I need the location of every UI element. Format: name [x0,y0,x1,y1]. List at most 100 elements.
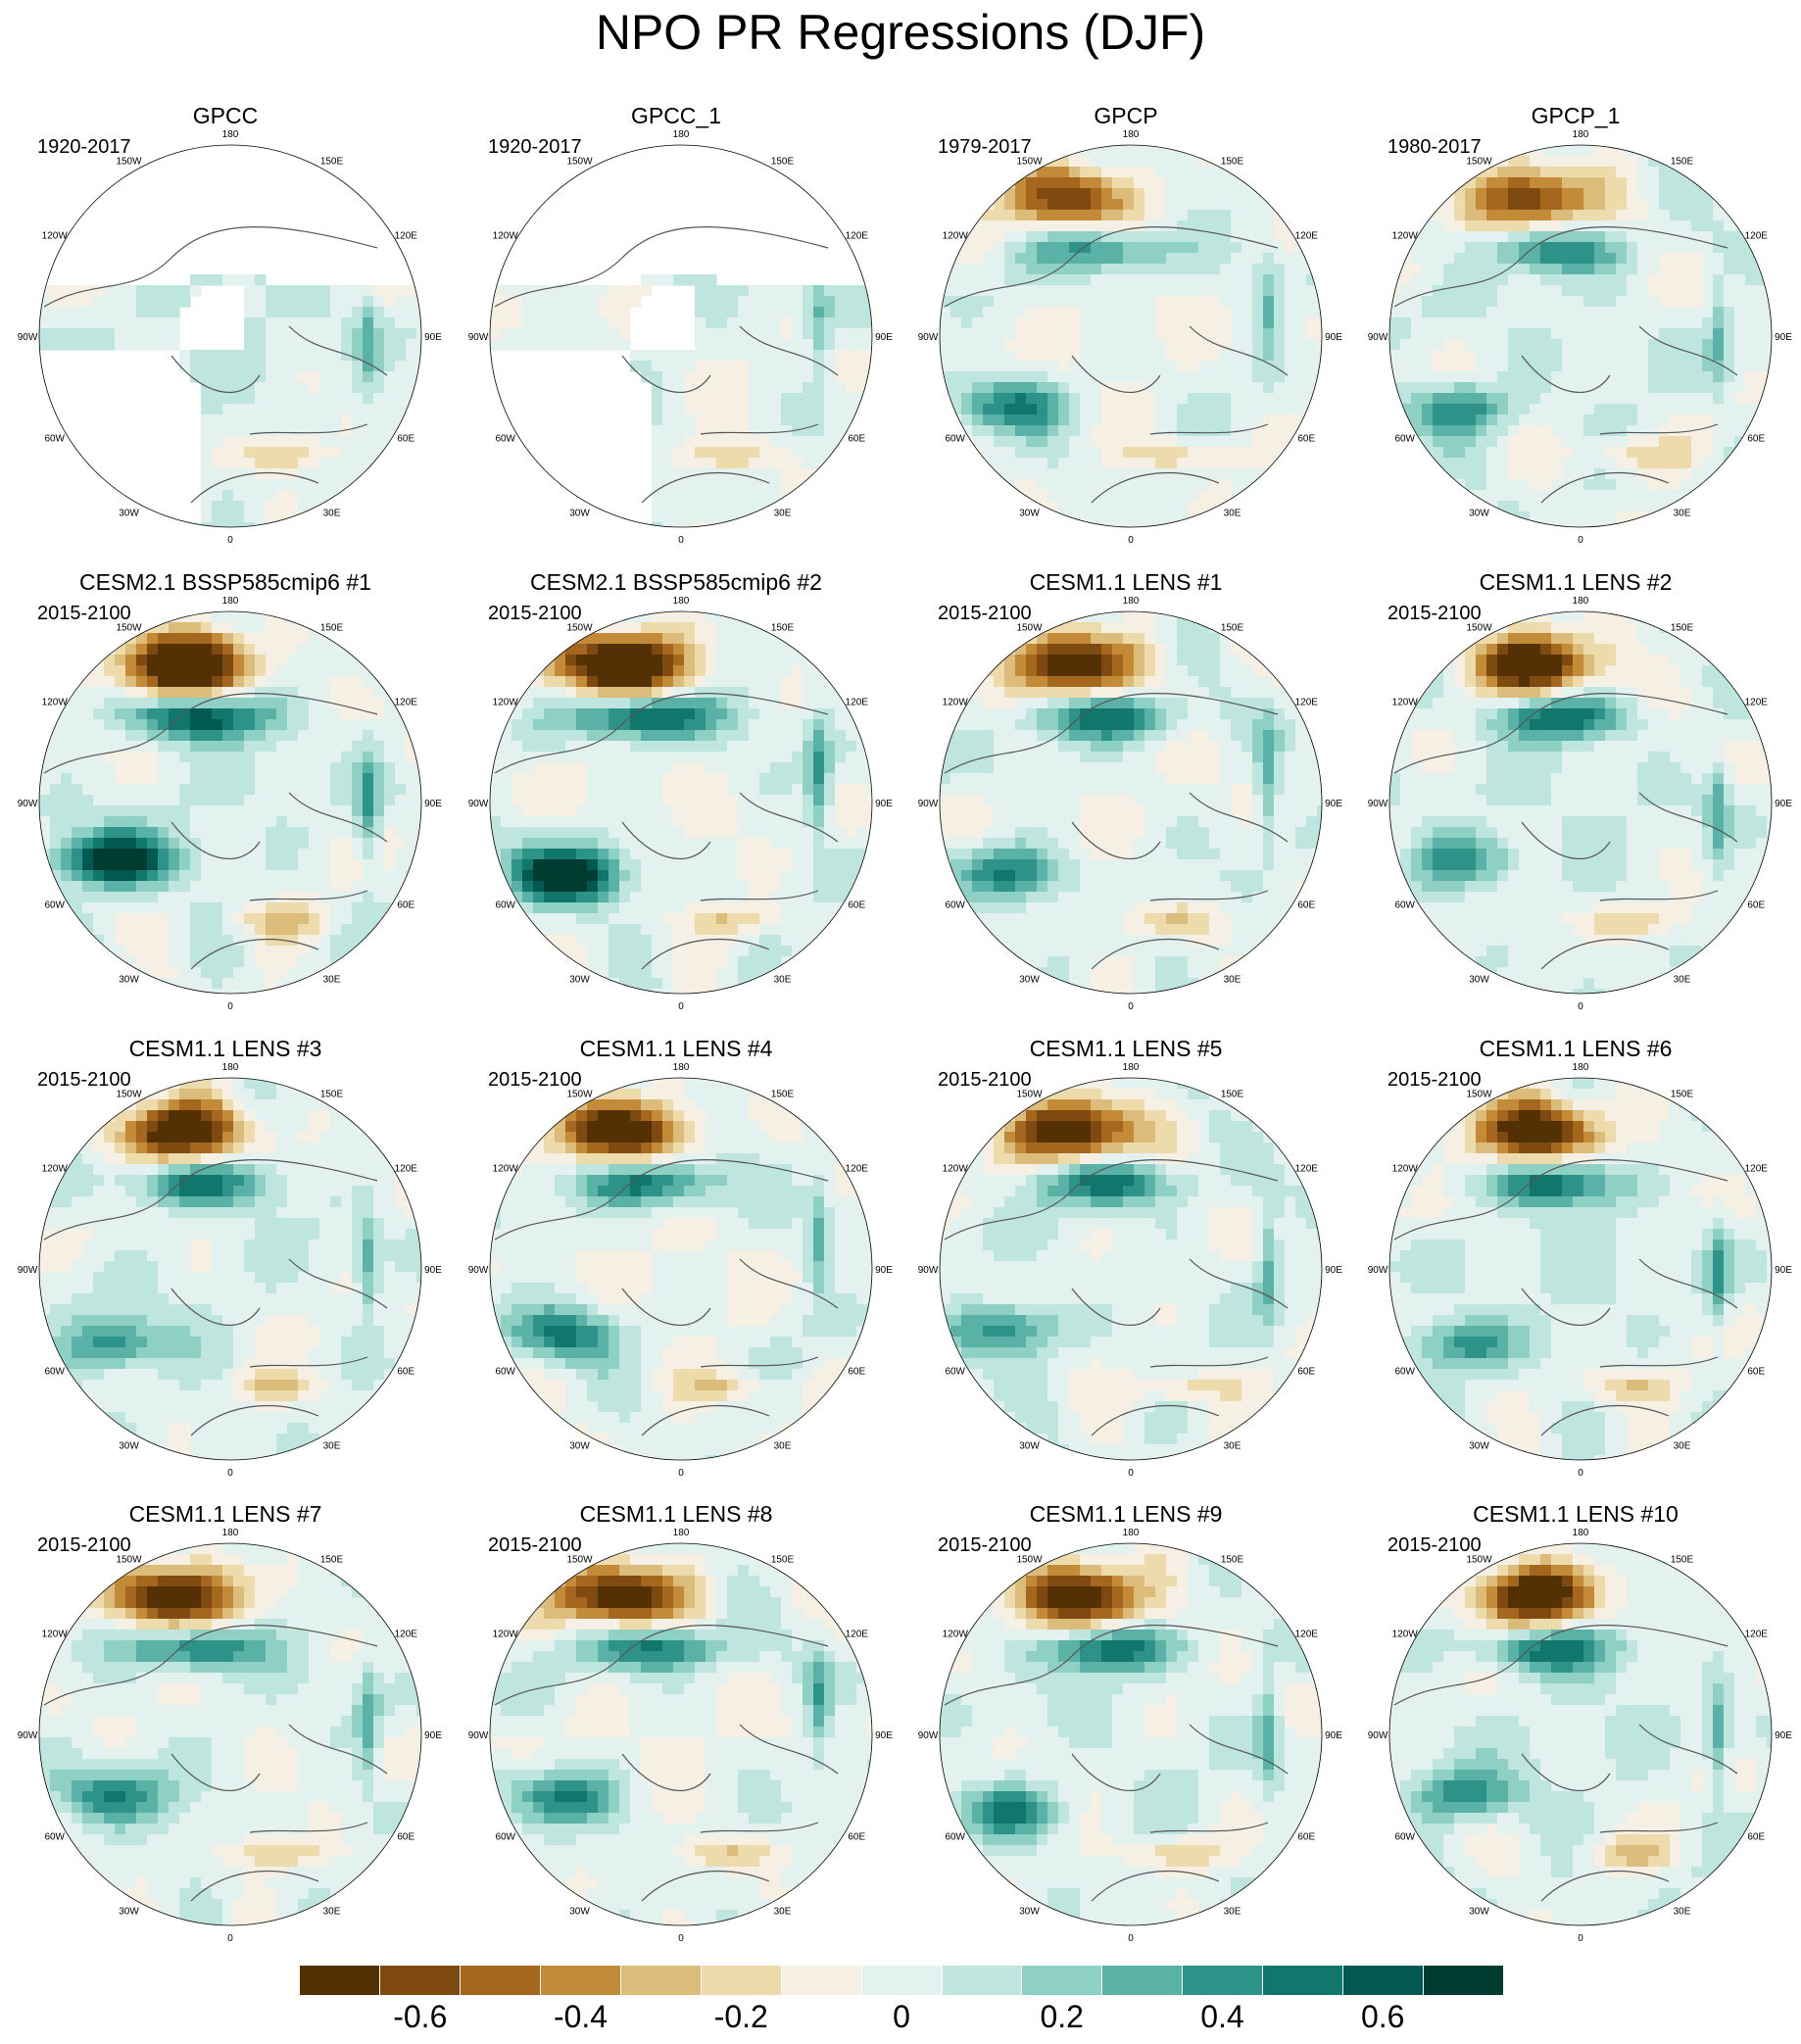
longitude-label: 30E [1674,974,1691,985]
longitude-label: 180 [673,129,690,140]
longitude-label: 60W [1394,900,1415,911]
panel-title: GPCP_1 [1531,103,1621,128]
precip-field [490,145,872,527]
longitude-label: 90E [875,799,893,809]
longitude-label: 90W [918,332,939,343]
longitude-label: 30W [1019,1906,1040,1917]
longitude-label: 90W [18,332,38,343]
panel-title: CESM2.1 BSSP585cmip6 #2 [530,569,822,595]
figure-title: NPO PR Regressions (DJF) [595,5,1206,60]
longitude-label: 150W [566,157,593,168]
longitude-label: 30W [569,1906,590,1917]
longitude-label: 30W [119,1906,139,1917]
longitude-label: 120W [42,1630,69,1640]
precip-field [490,611,872,994]
longitude-label: 120W [42,698,69,708]
longitude-label: 90W [468,332,489,343]
longitude-label: 90W [1368,1730,1388,1741]
colorbar-swatch [1424,1966,1504,1995]
longitude-label: 180 [673,596,690,607]
longitude-label: 90E [1325,1730,1342,1741]
polar-map: 180 150E 120E 90E 60E 30E 0 30W 60W 90W 120W 150W [18,1528,443,1944]
panel-title: CESM1.1 LENS #9 [1029,1501,1223,1527]
longitude-label: 90E [1775,332,1792,343]
precip-field [940,145,1322,527]
panel-title: CESM1.1 LENS #6 [1479,1036,1673,1061]
longitude-label: 150E [320,1555,344,1566]
map-panel: GPCC 1920-2017 180 150E 120E 90E 60E 30E 0 30W 60W… [0,93,451,559]
longitude-label: 0 [1578,1468,1583,1479]
longitude-label: 90W [468,1730,489,1741]
panel-period: 1980-2017 [1387,136,1482,158]
longitude-label: 60E [1747,1367,1765,1378]
colorbar-swatch [1102,1966,1184,1995]
longitude-label: 150W [1016,623,1043,634]
longitude-label: 30W [569,508,590,518]
longitude-label: 30W [1019,1440,1040,1451]
longitude-label: 150E [771,623,795,634]
longitude-label: 60E [1297,900,1315,911]
precip-field [1389,1543,1772,1925]
longitude-label: 150E [771,1090,795,1100]
longitude-label: 180 [1123,596,1140,607]
map-panel: CESM1.1 LENS #2 2015-2100 180 150E 120E 90E 60… [1350,560,1801,1025]
longitude-label: 120W [493,231,519,242]
longitude-label: 30E [323,508,341,518]
longitude-label: 180 [1573,1062,1589,1073]
longitude-label: 30W [1469,974,1489,985]
precip-field [490,1078,872,1460]
longitude-label: 120E [1295,1164,1319,1175]
longitude-label: 90W [18,1730,38,1741]
longitude-label: 90E [875,1730,893,1741]
map-outline [1388,1077,1773,1461]
map-outline [489,610,873,995]
colorbar-tick-label: 0.6 [1360,1999,1405,2034]
longitude-label: 120W [42,231,69,242]
colorbar-tick-label: -0.4 [553,1999,608,2034]
map-panel: CESM1.1 LENS #1 2015-2100 180 150E 120E 90E 60… [900,560,1351,1025]
map-outline [489,144,873,528]
panel-period: 2015-2100 [488,1534,582,1556]
colorbar-swatch [781,1966,862,1995]
map-outline [939,144,1323,528]
longitude-label: 60W [495,1367,515,1378]
longitude-label: 180 [1573,596,1589,607]
colorbar-tick-label: 0.2 [1040,1999,1084,2034]
longitude-label: 90E [424,799,442,809]
longitude-label: 120E [1295,698,1319,708]
longitude-label: 150W [1466,1090,1492,1100]
longitude-label: 180 [222,1528,239,1538]
longitude-label: 60W [1394,1367,1415,1378]
longitude-label: 60W [1394,1832,1415,1843]
map-outline [939,1077,1323,1461]
longitude-label: 90E [875,332,893,343]
colorbar-swatch [620,1966,702,1995]
longitude-label: 30E [323,1440,341,1451]
longitude-label: 120W [493,698,519,708]
longitude-label: 150W [566,623,593,634]
precip-field [1389,145,1772,527]
precip-field [39,145,421,527]
longitude-label: 30W [1469,1906,1489,1917]
longitude-label: 180 [1123,129,1140,140]
longitude-label: 120W [943,1164,969,1175]
map-outline [939,1542,1323,1926]
longitude-label: 60W [495,900,515,911]
map-panel: CESM1.1 LENS #9 2015-2100 180 150E 120E 90E 60… [900,1491,1351,1957]
colorbar-tick-label: 0.4 [1200,1999,1244,2034]
colorbar-swatch [861,1966,943,1995]
longitude-label: 30E [323,1906,341,1917]
longitude-label: 60W [945,900,965,911]
longitude-label: 90W [18,1265,38,1276]
longitude-label: 60E [1297,1367,1315,1378]
panel-period: 1920-2017 [37,136,131,158]
longitude-label: 120E [1745,1630,1769,1640]
longitude-label: 150W [566,1090,593,1100]
longitude-label: 120W [493,1164,519,1175]
longitude-label: 30E [323,974,341,985]
longitude-label: 120W [1392,698,1419,708]
longitude-label: 120E [395,231,418,242]
longitude-label: 30E [774,1906,792,1917]
longitude-label: 150W [116,1555,142,1566]
